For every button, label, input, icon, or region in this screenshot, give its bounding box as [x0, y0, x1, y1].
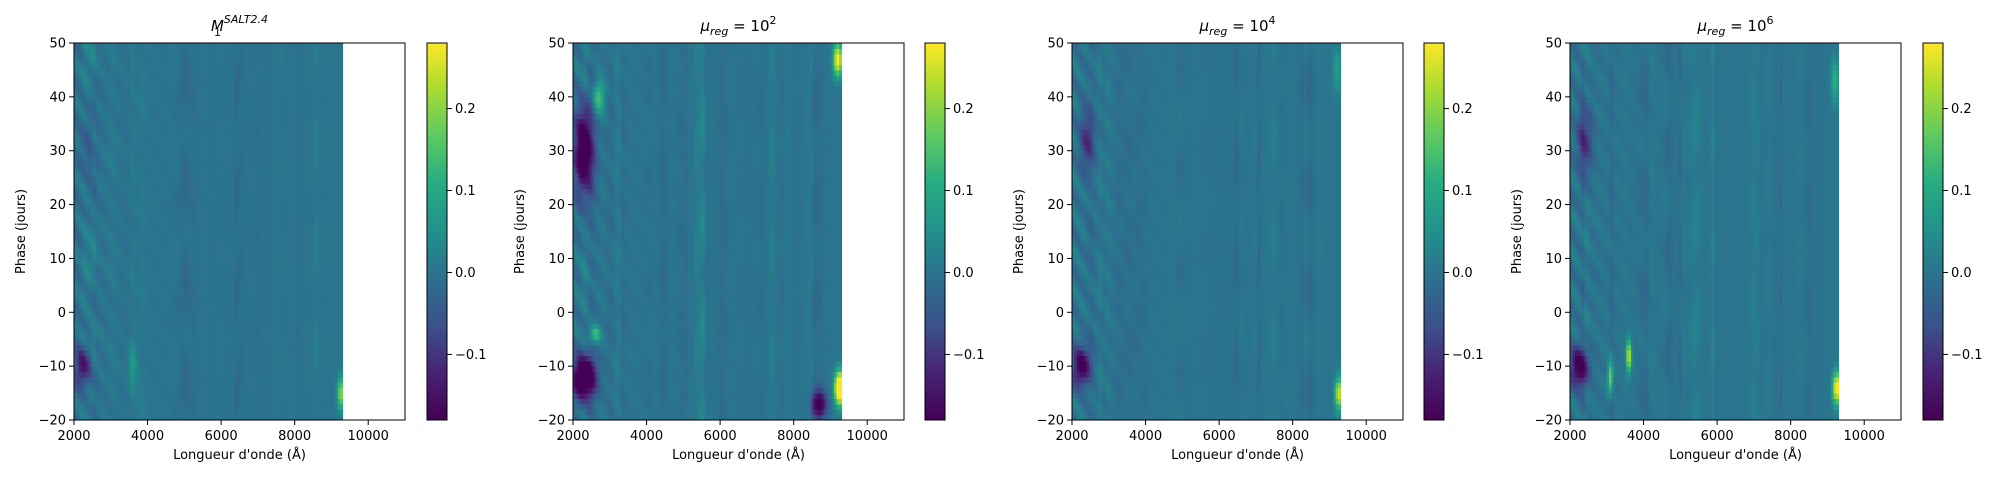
y-tick-label: 30 [1545, 144, 1562, 159]
colorbar-tick-label: 0.1 [1452, 184, 1473, 199]
colorbar-gradient [427, 43, 447, 420]
y-tick-label: −10 [1535, 360, 1562, 375]
subplot-1: 2000 4000 6000 8000 10000 −20 −10 0 10 20 30 40 50 Lo… [14, 13, 487, 463]
x-tick-label: 10000 [348, 429, 389, 444]
subplot-2: 2000 4000 6000 8000 10000 −20 −10 0 10 20 30 40 50 Lo… [513, 14, 985, 463]
y-tick-label: −10 [39, 360, 66, 375]
y-axis-label: Phase (jours) [1510, 189, 1525, 274]
y-tick-label: 40 [49, 90, 66, 105]
y-tick-label: 30 [1047, 144, 1064, 159]
x-axis-label: Longueur d'onde (Å) [1669, 447, 1802, 463]
x-tick-label: 4000 [1129, 429, 1162, 444]
y-axis-label: Phase (jours) [1012, 189, 1027, 274]
y-tick-label: 40 [1545, 90, 1562, 105]
y-tick-label: 30 [548, 144, 565, 159]
x-tick-label: 4000 [131, 429, 164, 444]
colorbar-tick-label: 0.1 [455, 184, 476, 199]
colorbar-tick-label: −0.1 [1452, 348, 1484, 363]
y-tick-label: 20 [1545, 198, 1562, 213]
x-tick-label: 10000 [1346, 429, 1387, 444]
y-tick-label: −20 [1037, 414, 1064, 429]
heatmap [1072, 43, 1403, 421]
x-tick-label: 2000 [1055, 429, 1088, 444]
y-tick-label: 0 [1056, 306, 1064, 321]
x-tick-label: 8000 [777, 429, 810, 444]
x-tick-label: 2000 [1553, 429, 1586, 444]
x-tick-label: 2000 [556, 429, 589, 444]
y-tick-label: 50 [548, 37, 565, 52]
y-tick-label: 20 [1047, 198, 1064, 213]
x-tick-label: 10000 [847, 429, 888, 444]
colorbar-tick-label: 0.2 [953, 102, 974, 117]
colorbar-tick-label: 0.0 [1951, 266, 1972, 281]
y-tick-label: 10 [1047, 252, 1064, 267]
colorbar-tick-label: 0.0 [953, 266, 974, 281]
subplot-title: μreg = 106 [1696, 14, 1773, 38]
x-tick-label: 4000 [630, 429, 663, 444]
y-tick-label: 40 [1047, 90, 1064, 105]
y-tick-label: −20 [39, 414, 66, 429]
y-tick-label: 10 [548, 252, 565, 267]
y-tick-label: −20 [1535, 414, 1562, 429]
subplot-title: μreg = 102 [699, 14, 776, 38]
x-tick-label: 6000 [1203, 429, 1236, 444]
y-tick-label: 50 [49, 37, 66, 52]
y-tick-label: −10 [1037, 360, 1064, 375]
y-axis-label: Phase (jours) [14, 189, 29, 274]
y-tick-label: 20 [49, 198, 66, 213]
colorbar-tick-label: 0.2 [1452, 102, 1473, 117]
x-tick-label: 6000 [1701, 429, 1734, 444]
y-tick-label: −10 [538, 360, 565, 375]
colorbar-tick-label: 0.1 [953, 184, 974, 199]
x-tick-label: 4000 [1627, 429, 1660, 444]
y-tick-label: −20 [538, 414, 565, 429]
colorbar-tick-label: −0.1 [953, 348, 985, 363]
y-axis-label: Phase (jours) [513, 189, 528, 274]
colorbar: −0.1 0.0 0.1 0.2 [1424, 43, 1484, 420]
x-tick-label: 6000 [205, 429, 238, 444]
colorbar-tick-label: 0.1 [1951, 184, 1972, 199]
y-tick-label: 10 [49, 252, 66, 267]
colorbar-tick-label: 0.0 [1452, 266, 1473, 281]
colorbar-tick-label: −0.1 [1951, 348, 1983, 363]
subplot-4: 2000 4000 6000 8000 10000 −20 −10 0 10 20 30 40 50 Lo… [1510, 14, 1983, 463]
heatmap [74, 43, 405, 421]
colorbar-tick-label: −0.1 [455, 348, 487, 363]
y-tick-label: 10 [1545, 252, 1562, 267]
heatmap [573, 43, 904, 421]
colorbar: −0.1 0.0 0.1 0.2 [925, 43, 985, 420]
colorbar-tick-label: 0.2 [1951, 102, 1972, 117]
colorbar: −0.1 0.0 0.1 0.2 [1923, 43, 1983, 420]
subplot-3: 2000 4000 6000 8000 10000 −20 −10 0 10 20 30 40 50 Lo… [1012, 14, 1484, 463]
y-tick-label: 30 [49, 144, 66, 159]
colorbar-gradient [925, 43, 945, 420]
y-tick-label: 20 [548, 198, 565, 213]
x-axis-label: Longueur d'onde (Å) [173, 447, 306, 463]
y-tick-label: 50 [1047, 37, 1064, 52]
colorbar: −0.1 0.0 0.1 0.2 [427, 43, 487, 420]
x-tick-label: 8000 [1774, 429, 1807, 444]
x-axis-label: Longueur d'onde (Å) [1171, 447, 1304, 463]
colorbar-tick-label: 0.0 [455, 266, 476, 281]
x-tick-label: 10000 [1844, 429, 1885, 444]
y-tick-label: 50 [1545, 37, 1562, 52]
colorbar-gradient [1923, 43, 1943, 420]
x-tick-label: 8000 [278, 429, 311, 444]
y-tick-label: 0 [557, 306, 565, 321]
x-tick-label: 6000 [704, 429, 737, 444]
colorbar-tick-label: 0.2 [455, 102, 476, 117]
x-tick-label: 8000 [1276, 429, 1309, 444]
x-axis-label: Longueur d'onde (Å) [672, 447, 805, 463]
y-tick-label: 0 [58, 306, 66, 321]
x-tick-label: 2000 [57, 429, 90, 444]
colorbar-gradient [1424, 43, 1444, 420]
heatmap [1570, 43, 1901, 421]
y-tick-label: 0 [1554, 306, 1562, 321]
subplot-title: μreg = 104 [1198, 14, 1275, 38]
y-tick-label: 40 [548, 90, 565, 105]
